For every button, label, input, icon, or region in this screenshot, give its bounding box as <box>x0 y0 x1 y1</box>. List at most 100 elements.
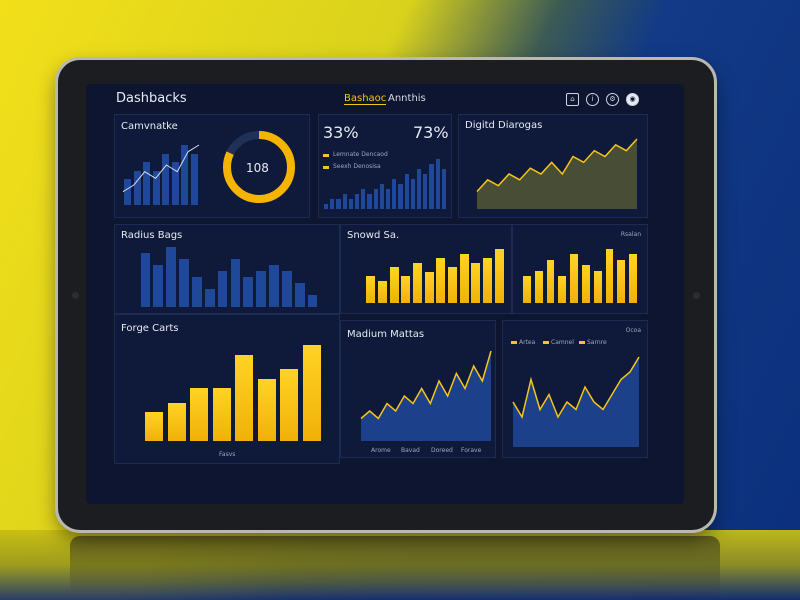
bar <box>373 189 378 209</box>
bar <box>392 179 397 209</box>
dashboard-screen: Dashbacks Bashaoc Annthis ⌂ i ⚙ ◉ Camvna… <box>86 84 684 504</box>
area-fill <box>513 357 639 447</box>
bar <box>424 271 434 303</box>
series-line <box>122 144 200 193</box>
bar <box>342 194 347 209</box>
stats-chart <box>323 159 447 209</box>
bar <box>190 153 198 205</box>
tablet-reflection <box>70 536 720 596</box>
bar <box>416 169 422 209</box>
community-line <box>122 144 200 193</box>
panel-far-right: Ocoa Artea Camnel Sarnre <box>502 320 648 458</box>
settings-icon[interactable]: ⚙ <box>606 93 619 106</box>
bar <box>243 277 254 307</box>
bar <box>471 262 481 303</box>
side-camera-icon <box>693 292 700 299</box>
bar <box>192 277 202 307</box>
bar <box>269 265 279 307</box>
bar <box>302 345 321 441</box>
bar <box>378 280 387 303</box>
panel-title: Forge Carts <box>121 323 179 334</box>
bar <box>330 199 335 209</box>
panel-stats: 33% 73% Lemnate Dencaod Seexh Denosisa <box>318 114 452 218</box>
legend-swatch <box>511 341 517 344</box>
bar <box>582 265 590 303</box>
bar <box>145 412 164 441</box>
bar <box>483 258 492 303</box>
bar <box>280 369 299 441</box>
bar <box>410 179 416 209</box>
bar <box>605 249 614 303</box>
series-line <box>360 350 492 420</box>
bar <box>404 174 409 209</box>
bar <box>212 388 231 441</box>
legend-label: Seexh Denosisa <box>333 163 381 170</box>
bar <box>124 179 132 205</box>
panel-label: Rsalan <box>620 231 641 238</box>
stat-value-1: 33% <box>323 123 359 142</box>
bar <box>162 153 170 205</box>
legend-swatch <box>579 341 585 344</box>
panel-digital: Digitd Diarogas <box>458 114 648 218</box>
bar <box>523 276 531 303</box>
bar <box>230 259 241 307</box>
legend-swatch <box>543 341 549 344</box>
bar <box>143 162 151 205</box>
bar <box>354 194 360 209</box>
legend-item: Bavad <box>401 447 420 454</box>
home-icon[interactable]: ⌂ <box>566 93 579 106</box>
panel-right-small: Rsalan <box>512 224 648 314</box>
bar <box>367 194 372 209</box>
bar <box>389 267 399 303</box>
top-bar: Dashbacks Bashaoc Annthis ⌂ i ⚙ ◉ <box>86 84 684 114</box>
bar <box>256 271 266 307</box>
bar <box>366 276 376 303</box>
camera-icon <box>72 292 79 299</box>
forge-chart <box>143 345 323 441</box>
legend-swatch <box>323 166 329 169</box>
bar <box>323 204 329 209</box>
legend-item: Arome <box>371 447 391 454</box>
panel-radius: Radius Bags <box>114 224 340 314</box>
bar <box>546 259 555 303</box>
bar <box>494 249 504 303</box>
stat-value-2: 73% <box>413 123 449 142</box>
bar <box>398 184 403 209</box>
bar <box>385 189 391 209</box>
speed-chart <box>365 249 505 303</box>
panel-community: Camvnatke 108 <box>114 114 310 218</box>
tab-bashaoc[interactable]: Bashaoc <box>344 93 387 105</box>
info-icon[interactable]: i <box>586 93 599 106</box>
x-axis-caption: Fasvs <box>219 451 236 458</box>
bar <box>361 189 366 209</box>
bar <box>448 267 457 303</box>
bar <box>379 184 385 209</box>
bar <box>593 270 602 303</box>
legend-label: Lemnate Dencaod <box>333 151 388 158</box>
gauge-value: 108 <box>246 161 269 175</box>
bar <box>153 265 164 307</box>
right-small-chart <box>521 249 639 303</box>
bar <box>348 199 354 209</box>
bar <box>152 170 160 205</box>
panel-title: Madium Mattas <box>347 329 425 340</box>
bar <box>429 164 434 209</box>
bar <box>558 276 567 303</box>
bar <box>401 276 411 303</box>
panel-medium: Madium Mattas Arome Bavad Doreed Forave <box>340 320 496 458</box>
bar <box>179 259 189 307</box>
bar <box>423 174 428 209</box>
bar <box>436 258 446 303</box>
bar <box>217 271 228 307</box>
bar <box>190 388 209 441</box>
tab-annthis[interactable]: Annthis <box>388 93 426 104</box>
bar <box>166 247 176 307</box>
bar <box>336 199 341 209</box>
panel-label: Ocoa <box>625 327 641 334</box>
bar <box>171 162 179 205</box>
bar <box>257 378 276 441</box>
profile-icon[interactable]: ◉ <box>626 93 639 106</box>
medium-area-chart <box>360 350 492 441</box>
series-line <box>512 356 640 419</box>
panel-forge: Forge Carts Fasvs <box>114 314 340 464</box>
